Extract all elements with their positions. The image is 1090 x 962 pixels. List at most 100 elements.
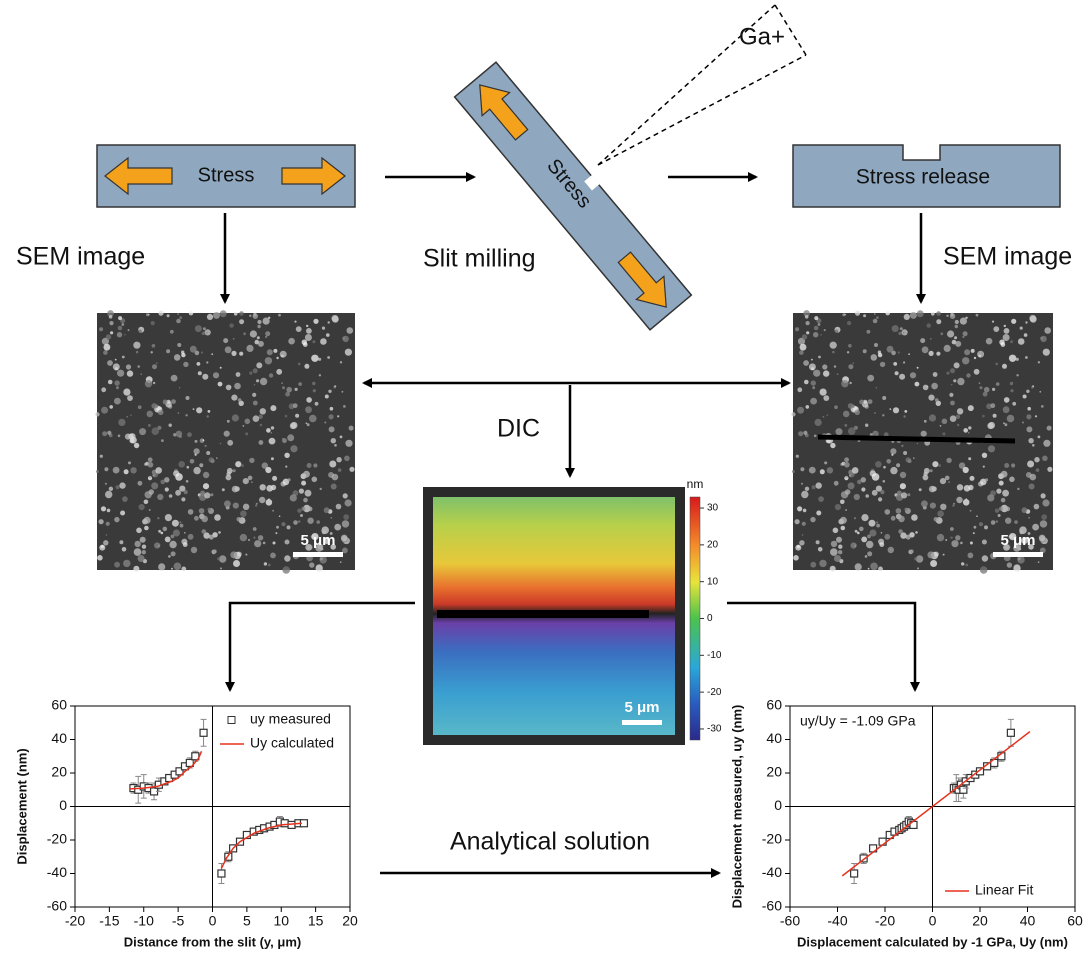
speck bbox=[231, 395, 237, 401]
speck bbox=[217, 557, 220, 560]
legend-label: Uy calculated bbox=[250, 735, 334, 751]
colorbar-label: nm bbox=[687, 477, 704, 491]
speck bbox=[161, 532, 164, 535]
speck bbox=[999, 340, 1004, 345]
speck bbox=[149, 509, 151, 511]
speck bbox=[239, 311, 244, 316]
speck bbox=[303, 471, 310, 478]
speck bbox=[917, 367, 919, 369]
colorbar-tick-label: 10 bbox=[707, 576, 719, 587]
speck bbox=[345, 349, 352, 356]
speck bbox=[932, 461, 938, 467]
speck bbox=[803, 509, 807, 513]
speck bbox=[1007, 415, 1015, 423]
speck bbox=[799, 540, 804, 545]
speck bbox=[940, 478, 946, 484]
speck bbox=[285, 392, 290, 397]
speck bbox=[253, 537, 255, 539]
speck bbox=[865, 555, 868, 558]
x-tick-label: 40 bbox=[1020, 913, 1036, 929]
speck bbox=[271, 457, 274, 460]
speck bbox=[180, 524, 184, 528]
speck bbox=[290, 445, 297, 452]
speck bbox=[208, 410, 211, 413]
speck bbox=[325, 395, 329, 399]
speck bbox=[256, 362, 262, 368]
speck bbox=[138, 330, 141, 333]
speck bbox=[823, 370, 829, 376]
speck bbox=[1029, 484, 1035, 490]
speck bbox=[245, 419, 251, 425]
speck bbox=[332, 474, 339, 481]
speck bbox=[950, 368, 955, 373]
speck bbox=[175, 473, 183, 481]
speck bbox=[284, 555, 290, 561]
speck bbox=[944, 345, 951, 352]
speck bbox=[176, 319, 181, 324]
speck bbox=[343, 514, 349, 520]
speck bbox=[855, 311, 860, 316]
speck bbox=[156, 362, 158, 364]
speck bbox=[1011, 463, 1015, 467]
speck bbox=[220, 567, 222, 569]
speck bbox=[148, 462, 154, 468]
speck bbox=[1038, 561, 1040, 563]
speck bbox=[224, 431, 230, 437]
speck bbox=[1041, 405, 1044, 408]
x-tick-label: 15 bbox=[308, 913, 324, 929]
speck bbox=[312, 340, 315, 343]
speck bbox=[334, 444, 337, 447]
speck bbox=[826, 414, 828, 416]
speck bbox=[295, 414, 299, 418]
speck bbox=[876, 521, 878, 523]
speck bbox=[882, 414, 884, 416]
speck bbox=[258, 535, 263, 540]
speck bbox=[933, 372, 938, 377]
speck bbox=[165, 537, 171, 543]
speck bbox=[982, 555, 988, 561]
arrow bbox=[727, 603, 915, 690]
speck bbox=[114, 398, 121, 405]
speck bbox=[272, 510, 274, 512]
speck bbox=[843, 411, 850, 418]
speck bbox=[97, 555, 103, 561]
speck bbox=[976, 314, 979, 317]
speck bbox=[872, 473, 880, 481]
speck bbox=[866, 541, 873, 548]
speck bbox=[294, 521, 296, 523]
speck bbox=[142, 545, 146, 549]
speck bbox=[107, 360, 113, 366]
speck bbox=[307, 423, 310, 426]
speck bbox=[126, 364, 131, 369]
speck bbox=[340, 361, 342, 363]
y-axis-label: Displacement measured, uy (nm) bbox=[729, 705, 744, 909]
speck bbox=[302, 340, 307, 345]
speck bbox=[147, 411, 154, 418]
speck bbox=[924, 420, 927, 423]
speck bbox=[186, 480, 189, 483]
speck bbox=[1002, 490, 1009, 497]
speck bbox=[294, 321, 296, 323]
speck bbox=[281, 382, 283, 384]
label: SEM image bbox=[943, 243, 1072, 271]
speck bbox=[813, 332, 818, 337]
speck bbox=[285, 466, 287, 468]
speck bbox=[135, 541, 141, 547]
speck bbox=[1042, 499, 1049, 506]
speck bbox=[802, 522, 806, 526]
speck bbox=[224, 500, 231, 507]
label: SEM image bbox=[16, 243, 145, 271]
speck bbox=[1004, 397, 1010, 403]
speck bbox=[334, 524, 341, 531]
marker bbox=[218, 870, 225, 877]
speck bbox=[272, 476, 277, 481]
speck bbox=[965, 317, 967, 319]
speck bbox=[1040, 520, 1047, 527]
speck bbox=[285, 415, 288, 418]
speck bbox=[806, 405, 810, 409]
y-tick-label: 40 bbox=[51, 730, 67, 746]
speck bbox=[268, 564, 271, 567]
speck bbox=[337, 415, 339, 417]
speck bbox=[1036, 468, 1040, 472]
speck bbox=[202, 529, 207, 534]
